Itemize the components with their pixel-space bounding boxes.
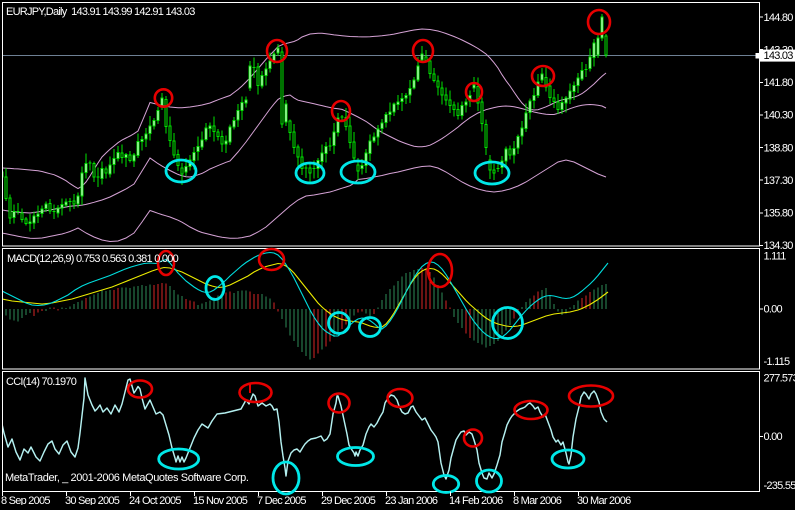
svg-text:EURJPY,Daily 143.91 143.99 14: EURJPY,Daily 143.91 143.99 142.91 143.03	[6, 6, 195, 18]
svg-text:29 Dec 2005: 29 Dec 2005	[321, 495, 376, 505]
svg-text:0.00: 0.00	[764, 431, 783, 443]
svg-text:30 Sep 2005: 30 Sep 2005	[65, 495, 120, 505]
svg-text:144.80: 144.80	[764, 12, 794, 24]
svg-text:135.80: 135.80	[764, 208, 794, 220]
svg-text:138.80: 138.80	[764, 142, 794, 154]
svg-text:141.80: 141.80	[764, 77, 794, 89]
svg-text:-235.557: -235.557	[764, 480, 795, 492]
svg-text:8 Mar 2006: 8 Mar 2006	[513, 495, 562, 505]
svg-text:-1.115: -1.115	[764, 356, 791, 368]
svg-text:15 Nov 2005: 15 Nov 2005	[193, 495, 248, 505]
svg-text:MetaTrader, _ 2001-2006 MetaQu: MetaTrader, _ 2001-2006 MetaQuotes Softw…	[5, 472, 249, 484]
svg-text:CCI(14) 70.1970: CCI(14) 70.1970	[6, 376, 77, 388]
svg-text:277.573: 277.573	[764, 372, 795, 384]
svg-text:8 Sep 2005: 8 Sep 2005	[1, 495, 50, 505]
svg-text:0.00: 0.00	[764, 304, 783, 316]
svg-text:140.30: 140.30	[764, 110, 794, 122]
svg-text:30 Mar 2006: 30 Mar 2006	[577, 495, 631, 505]
svg-text:7 Dec 2005: 7 Dec 2005	[257, 495, 306, 505]
svg-text:23 Jan 2006: 23 Jan 2006	[385, 495, 438, 505]
svg-text:14 Feb 2006: 14 Feb 2006	[449, 495, 503, 505]
svg-text:MACD(12,26,9) 0.753 0.563 0.38: MACD(12,26,9) 0.753 0.563 0.381 0.000	[7, 253, 179, 265]
svg-text:24 Oct 2005: 24 Oct 2005	[129, 495, 181, 505]
svg-text:143.03: 143.03	[764, 50, 794, 62]
svg-text:137.30: 137.30	[764, 175, 794, 187]
svg-text:1.111: 1.111	[764, 251, 787, 263]
